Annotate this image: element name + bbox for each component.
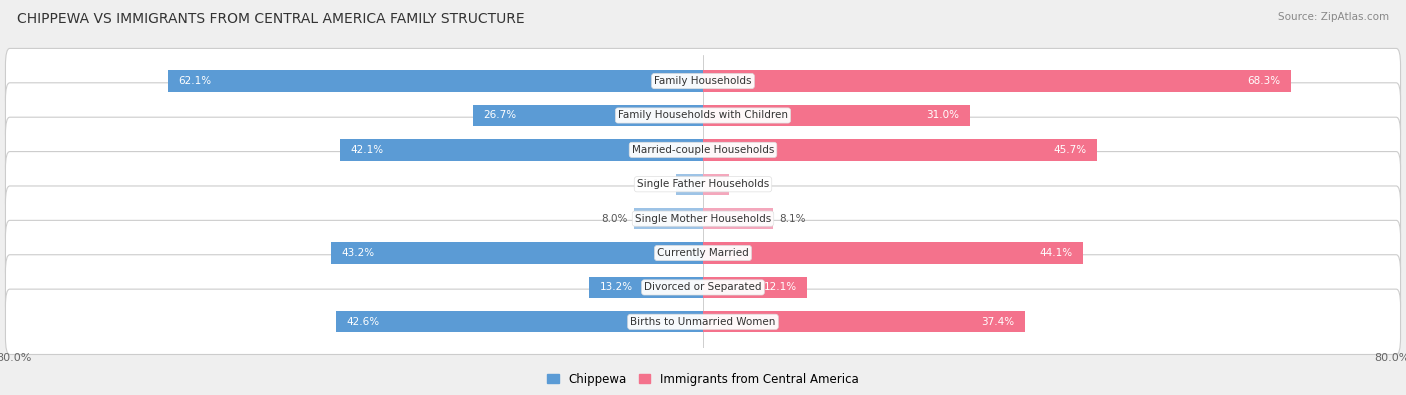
Text: 68.3%: 68.3% (1247, 76, 1281, 86)
Bar (703, 311, 1025, 333)
Bar (703, 105, 970, 126)
Bar (703, 70, 1291, 92)
Text: 45.7%: 45.7% (1053, 145, 1087, 155)
Bar (703, 139, 1097, 160)
Bar (703, 243, 1083, 264)
Bar (472, 105, 703, 126)
Text: 3.0%: 3.0% (735, 179, 762, 189)
Bar (676, 173, 703, 195)
Text: Single Mother Households: Single Mother Households (636, 214, 770, 224)
Bar (589, 277, 703, 298)
Text: 8.0%: 8.0% (600, 214, 627, 224)
Text: Births to Unmarried Women: Births to Unmarried Women (630, 317, 776, 327)
Bar (336, 311, 703, 333)
Bar (634, 208, 703, 229)
Legend: Chippewa, Immigrants from Central America: Chippewa, Immigrants from Central Americ… (547, 372, 859, 386)
Text: 44.1%: 44.1% (1039, 248, 1073, 258)
FancyBboxPatch shape (6, 152, 1400, 217)
Text: Married-couple Households: Married-couple Households (631, 145, 775, 155)
Text: 12.1%: 12.1% (763, 282, 797, 292)
Text: Source: ZipAtlas.com: Source: ZipAtlas.com (1278, 12, 1389, 22)
FancyBboxPatch shape (6, 49, 1400, 114)
Text: Family Households: Family Households (654, 76, 752, 86)
Text: Divorced or Separated: Divorced or Separated (644, 282, 762, 292)
Text: 8.1%: 8.1% (780, 214, 806, 224)
Text: 42.6%: 42.6% (346, 317, 380, 327)
Text: 3.1%: 3.1% (643, 179, 669, 189)
Bar (330, 243, 703, 264)
Text: 42.1%: 42.1% (350, 145, 384, 155)
FancyBboxPatch shape (6, 255, 1400, 320)
Text: 31.0%: 31.0% (927, 111, 960, 120)
Bar (340, 139, 703, 160)
Text: Family Households with Children: Family Households with Children (619, 111, 787, 120)
FancyBboxPatch shape (6, 83, 1400, 148)
Text: 26.7%: 26.7% (484, 111, 516, 120)
Bar (703, 173, 728, 195)
Bar (169, 70, 703, 92)
Text: 37.4%: 37.4% (981, 317, 1015, 327)
FancyBboxPatch shape (6, 220, 1400, 286)
Text: 62.1%: 62.1% (179, 76, 212, 86)
Text: 13.2%: 13.2% (599, 282, 633, 292)
Text: Currently Married: Currently Married (657, 248, 749, 258)
Text: 43.2%: 43.2% (342, 248, 374, 258)
Bar (703, 277, 807, 298)
Text: Single Father Households: Single Father Households (637, 179, 769, 189)
Bar (703, 208, 773, 229)
FancyBboxPatch shape (6, 289, 1400, 354)
FancyBboxPatch shape (6, 117, 1400, 182)
FancyBboxPatch shape (6, 186, 1400, 251)
Text: CHIPPEWA VS IMMIGRANTS FROM CENTRAL AMERICA FAMILY STRUCTURE: CHIPPEWA VS IMMIGRANTS FROM CENTRAL AMER… (17, 12, 524, 26)
